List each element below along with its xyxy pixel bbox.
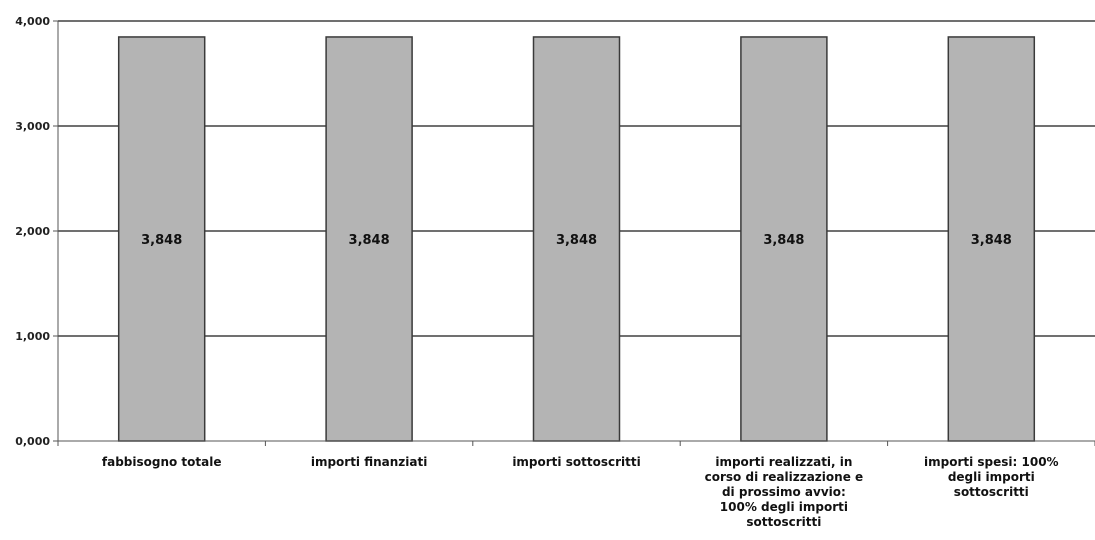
y-tick-label: 4,000 bbox=[15, 15, 50, 28]
data-label: 3,848 bbox=[971, 233, 1012, 248]
x-axis: fabbisogno totale importi finanziati impor… bbox=[57, 440, 1095, 529]
y-axis: 0,000 1,000 2,000 3,000 4,000 bbox=[15, 15, 59, 448]
data-label: 3,848 bbox=[349, 233, 390, 248]
bar bbox=[532, 36, 621, 442]
data-label: 3,848 bbox=[141, 233, 182, 248]
bar bbox=[117, 36, 206, 442]
bar bbox=[947, 36, 1036, 442]
x-category-label: importi spesi: 100% degli importi sottoscr… bbox=[924, 455, 1059, 499]
x-category-label: importi sottoscritti bbox=[512, 455, 640, 469]
y-tick-label: 3,000 bbox=[15, 120, 50, 133]
x-category-label-line: degli importi bbox=[948, 470, 1035, 484]
data-label: 3,848 bbox=[763, 233, 804, 248]
data-label: 3,848 bbox=[556, 233, 597, 248]
x-category-label-line: corso di realizzazione e bbox=[705, 470, 864, 484]
y-tick-label: 0,000 bbox=[15, 435, 50, 448]
x-category-label-line: sottoscritti bbox=[954, 485, 1029, 499]
x-category-label-line: fabbisogno totale bbox=[102, 455, 222, 469]
x-category-label-line: 100% degli importi bbox=[720, 500, 848, 514]
x-category-label: importi realizzati, in corso di realizzaz… bbox=[705, 455, 864, 529]
x-category-label-line: sottoscritti bbox=[746, 515, 821, 529]
data-labels-group: 3,848 3,848 3,848 3,848 3,848 bbox=[141, 233, 1012, 248]
y-tick-label: 2,000 bbox=[15, 225, 50, 238]
x-category-label-line: importi realizzati, in bbox=[715, 455, 852, 469]
x-category-label-line: importi spesi: 100% bbox=[924, 455, 1059, 469]
x-category-label-line: importi sottoscritti bbox=[512, 455, 640, 469]
x-category-label-line: importi finanziati bbox=[311, 455, 428, 469]
x-category-label: fabbisogno totale bbox=[102, 455, 222, 469]
bar bbox=[740, 36, 828, 442]
x-category-label: importi finanziati bbox=[311, 455, 428, 469]
y-tick-label: 1,000 bbox=[15, 330, 50, 343]
x-category-label-line: di prossimo avvio: bbox=[722, 485, 846, 499]
